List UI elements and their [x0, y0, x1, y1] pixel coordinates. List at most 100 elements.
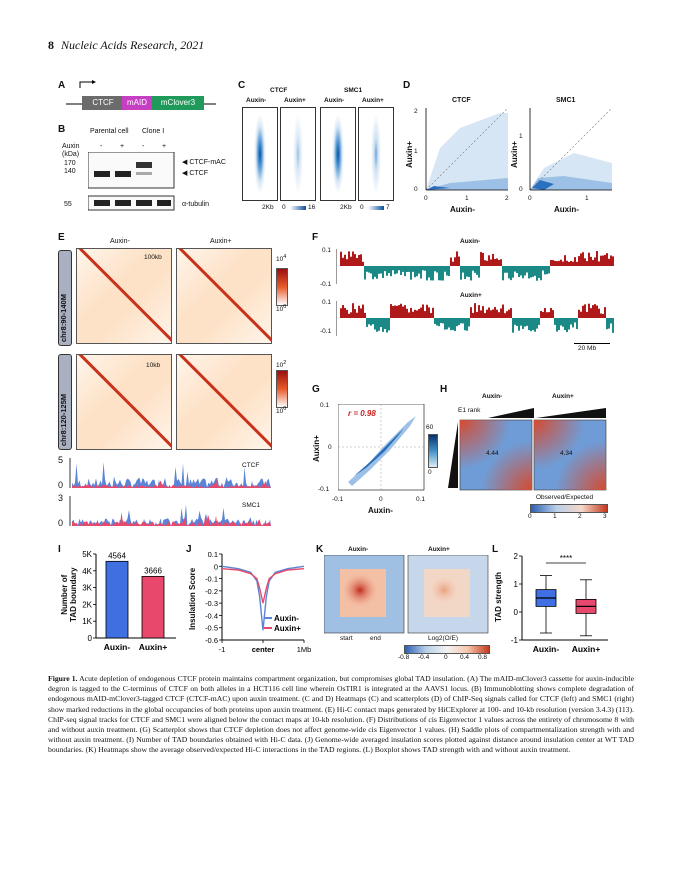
eigen-bar	[346, 309, 348, 318]
eigen-bar	[606, 253, 608, 266]
eigen-bar	[486, 260, 488, 266]
eigen-bar	[496, 258, 498, 266]
eigen-bar	[562, 318, 564, 327]
lane2-state: +	[120, 143, 125, 150]
eigen-bar	[400, 266, 402, 275]
c-scale-2kb-b: 2Kb	[340, 204, 352, 211]
e-row2-tag	[58, 354, 72, 450]
band-tubulin: α-tubulin	[182, 201, 210, 208]
eigen-bar	[602, 313, 604, 318]
d-title-ctcf: CTCF	[452, 97, 471, 104]
eigen-bar	[476, 311, 478, 318]
c-scale-min-a: 0	[282, 204, 286, 211]
eigen-bar	[508, 266, 510, 279]
eigen-bar	[494, 258, 496, 266]
eigen-bar	[392, 306, 394, 318]
eigen-bar	[378, 266, 380, 274]
eigen-bar	[472, 266, 474, 271]
d-smc1-xtick-1: 1	[585, 195, 589, 202]
eigen-bar	[592, 260, 594, 266]
j-ytick-label: 0.1	[208, 550, 218, 559]
c-colorbar-ctcf	[290, 206, 306, 210]
e-track-smc1: SMC1	[242, 502, 261, 509]
eigen-bar	[444, 266, 446, 272]
eigen-bar	[588, 252, 590, 266]
eigen-bar	[502, 304, 504, 318]
eigen-bar	[550, 259, 552, 266]
eigen-bar	[478, 266, 480, 278]
figure-caption: Figure 1. Acute depletion of endogenous …	[48, 674, 634, 756]
eigen-bar	[582, 252, 584, 266]
h-rank-label: E1 rank	[458, 407, 481, 414]
k-xtick-end: end	[370, 635, 381, 642]
eigen-bar	[350, 256, 352, 266]
h-cbar-label: Observed/Expected	[536, 494, 594, 501]
eigen-bar	[500, 308, 502, 318]
d-ctcf-ylabel: Auxin+	[405, 141, 414, 168]
eigen-bar	[596, 251, 598, 266]
g-ytick-2: 0	[328, 444, 332, 451]
eigen-bar	[362, 304, 364, 318]
auxin-label: Auxin	[62, 143, 80, 150]
e-track2-top: 3	[58, 493, 64, 503]
g-ylabel: Auxin+	[312, 435, 321, 462]
c-group-ctcf: CTCF	[270, 87, 288, 94]
panel-label-k: K	[316, 544, 324, 555]
eigen-bar	[364, 266, 366, 280]
j-ytick-label: 0	[214, 562, 218, 571]
eigen-bar	[350, 312, 352, 318]
eigen-bar	[574, 257, 576, 266]
eigen-bar	[554, 318, 556, 325]
eigen-bar	[588, 303, 590, 318]
j-ytick-label: -0.5	[205, 624, 218, 633]
eigen-bar	[344, 307, 346, 318]
eigen-bar	[522, 318, 524, 329]
eigen-bar	[578, 309, 580, 318]
eigen-bar	[520, 266, 522, 276]
eigen-bar	[464, 318, 466, 331]
k-cbar-3: 0	[444, 654, 448, 661]
eigen-bar	[388, 266, 390, 274]
e-row2-label: chr8:120-125M	[59, 393, 68, 446]
eigen-bar	[530, 266, 532, 278]
eigen-bar	[342, 305, 344, 318]
e-track-ctcf: CTCF	[242, 462, 260, 469]
eigen-bar	[428, 266, 430, 278]
panel-label-d: D	[403, 80, 411, 91]
j-xtick-label: -1	[219, 645, 226, 654]
d-ctcf-ytick-1: 1	[414, 148, 418, 155]
eigen-bar	[502, 266, 504, 281]
k-cbar-1: -0.8	[398, 654, 410, 661]
g-xtick-2: 0	[379, 496, 383, 503]
eigen-bar	[520, 318, 522, 326]
eigen-bar	[448, 266, 450, 276]
h-colorbar	[530, 504, 608, 513]
h-cbar-1: 1	[553, 513, 557, 520]
eigen-bar	[346, 259, 348, 266]
eigen-bar	[398, 266, 400, 271]
eigen-bar	[404, 266, 406, 277]
eigen-bar	[452, 261, 454, 266]
d-ctcf-xtick-2: 2	[505, 195, 509, 202]
k-cbar-2: -0.4	[418, 654, 430, 661]
eigen-bar	[342, 257, 344, 266]
kda-label: (kDa)	[62, 151, 80, 158]
eigen-bar	[468, 318, 470, 327]
eigen-bar	[384, 318, 386, 329]
journal-name: Nucleic Acids Research, 2021	[61, 38, 205, 52]
g-colorbar	[428, 434, 438, 468]
eigen-bar	[404, 305, 406, 318]
eigen-bar	[514, 318, 516, 325]
eigen-bar	[570, 260, 572, 266]
page-number: 8	[48, 38, 54, 52]
j-legend-label-2: Auxin+	[274, 624, 301, 633]
c-col-4: Auxin+	[362, 97, 384, 104]
l-ytick-label: 0	[514, 608, 519, 617]
eigen-bar	[420, 307, 422, 318]
eigen-bar	[356, 312, 358, 318]
eigen-bar	[352, 303, 354, 318]
hic-map-10kb-minus	[76, 354, 172, 450]
l-significance: ****	[560, 554, 572, 563]
eigen-bar	[474, 303, 476, 318]
mw-55: 55	[64, 201, 72, 208]
